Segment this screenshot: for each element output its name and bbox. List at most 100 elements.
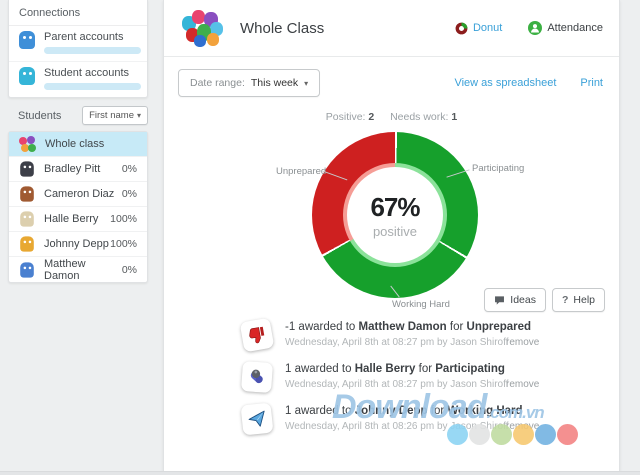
date-range-label: Date range: (190, 77, 245, 89)
remove-link[interactable]: remove (506, 379, 540, 390)
award-student: Johnny Depp (354, 405, 428, 417)
slice-label-participating: Participating (472, 163, 525, 174)
slice-label-unprepared: Unprepared (276, 166, 327, 177)
watermark-main: Download (332, 388, 487, 426)
feed-timestamp: Wednesday, April 8th at 08:27 pm by Jaso… (285, 337, 509, 348)
page-title: Whole Class (240, 19, 325, 37)
sidebar: Connections Parent accounts Student acco… (8, 0, 148, 283)
toolbar: Date range: This week View as spreadshee… (164, 57, 619, 97)
donut-icon (455, 22, 468, 34)
student-percent: 0% (121, 163, 137, 175)
feed-text: 1 awarded to Johnny Depp for Working Har… (285, 404, 523, 432)
print-link[interactable]: Print (580, 77, 603, 89)
date-range-value: This week (250, 77, 299, 89)
award-prefix: -1 awarded to (285, 321, 356, 333)
feed-title: 1 awarded to Johnny Depp for Working Har… (285, 405, 523, 417)
class-header: Whole Class Donut Attendance (164, 0, 619, 57)
parent-accounts-progress-bar (44, 47, 141, 54)
attendance-icon (528, 21, 543, 35)
award-student: Halle Berry (354, 363, 416, 375)
chevron-down-icon (304, 77, 308, 89)
student-accounts-row[interactable]: Student accounts (9, 62, 147, 97)
student-monster-icon (19, 67, 35, 85)
student-avatar-icon (20, 261, 34, 278)
window-bottom-edge (0, 471, 640, 475)
connections-card: Connections Parent accounts Student acco… (8, 0, 148, 98)
positive-label: Positive: (325, 111, 366, 123)
view-as-spreadsheet-link[interactable]: View as spreadsheet (454, 77, 557, 89)
feed-text: -1 awarded to Matthew Damon for Unprepar… (285, 320, 531, 348)
watermark-dot (491, 424, 512, 445)
students-title: Students (18, 109, 62, 122)
tab-donut-label: Donut (472, 22, 503, 34)
student-accounts-label: Student accounts (44, 67, 130, 79)
watermark-suffix: .com.vn (486, 403, 544, 422)
parent-accounts-row[interactable]: Parent accounts (9, 26, 147, 62)
chevron-down-icon (137, 110, 141, 121)
sidebar-item-bradley-pitt[interactable]: Bradley Pitt 0% (9, 157, 147, 182)
behavior-donut (312, 132, 478, 298)
whistle-icon (240, 360, 274, 394)
student-avatar-icon (20, 236, 34, 252)
award-behavior: Participating (435, 363, 505, 375)
student-accounts-progress-bar (44, 83, 141, 90)
award-prefix: 1 awarded to (285, 363, 352, 375)
award-mid: for (418, 363, 433, 375)
positive-count: 2 (368, 111, 375, 123)
donut-percent: 67% (370, 191, 420, 222)
watermark-dot (447, 424, 468, 445)
student-name: Halle Berry (44, 213, 99, 225)
help-label: Help (573, 294, 595, 306)
feed-item: 1 awarded to Halle Berry for Participati… (240, 360, 542, 404)
sort-by-first-name-button[interactable]: First name (82, 106, 148, 125)
activity-feed: -1 awarded to Matthew Damon for Unprepar… (239, 317, 542, 446)
watermark-dot (557, 424, 578, 445)
connections-title: Connections (9, 0, 147, 26)
tab-donut[interactable]: Donut (455, 22, 502, 35)
sort-label: First name (89, 110, 134, 121)
student-name: Bradley Pitt (44, 163, 101, 175)
student-name: Whole class (45, 138, 105, 150)
class-avatar-cluster-icon (180, 8, 224, 48)
question-mark-icon: ? (561, 294, 569, 306)
download-watermark: Download .com.vn (332, 388, 545, 427)
class-avatar-cluster-icon (19, 135, 36, 153)
tab-attendance[interactable]: Attendance (528, 21, 603, 35)
donut-center: 67% positive (312, 132, 478, 298)
view-toggle: Donut Attendance (455, 21, 603, 35)
sidebar-item-matthew-damon[interactable]: Matthew Damon 0% (9, 257, 147, 282)
award-behavior: Unprepared (466, 321, 532, 333)
main-panel: Whole Class Donut Attendance (163, 0, 620, 471)
ideas-label: Ideas (510, 294, 536, 306)
behavior-summary: Positive: 2 Needs work: 1 (164, 111, 619, 123)
toolbar-links: View as spreadsheet Print (454, 77, 603, 89)
date-range-dropdown[interactable]: Date range: This week (178, 69, 321, 97)
sidebar-item-cameron-diaz[interactable]: Cameron Diaz 0% (9, 182, 147, 207)
watermark-dots (447, 424, 578, 445)
students-header: Students First name (8, 98, 148, 131)
ideas-button[interactable]: Ideas (484, 288, 546, 312)
parent-monster-icon (19, 31, 35, 49)
tab-attendance-label: Attendance (547, 22, 603, 34)
sidebar-item-johnny-depp[interactable]: Johnny Depp 100% (9, 232, 147, 257)
sidebar-item-halle-berry[interactable]: Halle Berry 100% (9, 207, 147, 232)
paper-plane-icon (240, 402, 274, 436)
sidebar-item-whole-class[interactable]: Whole class (9, 132, 147, 157)
remove-link[interactable]: remove (506, 337, 540, 348)
feed-text: 1 awarded to Halle Berry for Participati… (285, 362, 508, 390)
student-percent: 100% (110, 213, 137, 225)
watermark-dot (513, 424, 534, 445)
floating-buttons: Ideas ? Help (484, 288, 605, 312)
student-name: Johnny Depp (44, 238, 109, 250)
award-mid: for (430, 405, 445, 417)
slice-label-working-hard: Working Hard (392, 299, 450, 310)
donut-caption: positive (372, 223, 418, 239)
help-button[interactable]: ? Help (551, 288, 605, 312)
student-percent: 100% (110, 238, 137, 250)
student-name: Matthew Damon (44, 257, 86, 282)
speech-bubble-icon (495, 295, 505, 305)
award-behavior: Working Hard (447, 405, 523, 417)
parent-accounts-label: Parent accounts (44, 31, 124, 43)
student-avatar-icon (20, 186, 34, 202)
